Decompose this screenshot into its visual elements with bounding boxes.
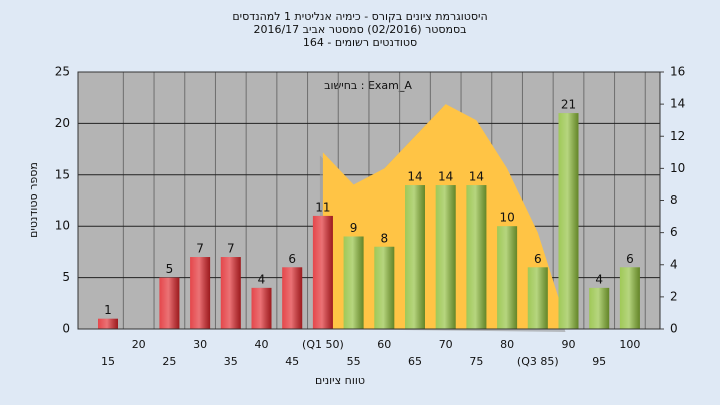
value-label: 5 [166, 262, 174, 276]
bar-shine [619, 267, 640, 329]
annotation: בחישוב : Exam_A [324, 79, 412, 92]
x-tick-label: 100 [619, 338, 640, 351]
chart-subtitle: בסמסטר (02/2016) סמסטר אביב 2016/17 [253, 23, 466, 36]
value-label: 6 [288, 252, 296, 266]
x-tick-label: 95 [592, 355, 606, 368]
bar-shine [343, 236, 364, 329]
x-tick-label: 35 [224, 355, 238, 368]
value-label: 1 [104, 303, 112, 317]
value-label: 6 [534, 252, 542, 266]
y2-tick-label: 16 [670, 65, 685, 79]
value-label: 21 [561, 98, 576, 112]
bar-shine [159, 277, 180, 329]
value-label: 4 [595, 272, 603, 286]
x-tick-label: 75 [469, 355, 483, 368]
bar-shine [98, 318, 118, 329]
value-label: 8 [380, 231, 388, 245]
x-axis-label: טווח ציונים [315, 374, 365, 387]
y2-tick-label: 4 [670, 257, 678, 271]
y2-tick-label: 6 [670, 225, 678, 239]
y-tick-label: 10 [55, 219, 70, 233]
x-tick-label: 45 [285, 355, 299, 368]
bar-shine [312, 215, 333, 329]
chart-subtitle: סטודנטים רשומים - 164 [303, 36, 417, 49]
y2-tick-label: 12 [670, 129, 685, 143]
value-label: 6 [626, 252, 634, 266]
y2-tick-label: 2 [670, 289, 678, 303]
y-tick-label: 5 [62, 270, 70, 284]
bar-shine [220, 257, 241, 329]
x-tick-label: 70 [439, 338, 453, 351]
x-tick-label: 25 [162, 355, 176, 368]
value-label: 7 [227, 242, 235, 256]
bar-shine [527, 267, 548, 329]
y2-tick-label: 10 [670, 161, 685, 175]
plot-border [77, 71, 661, 330]
value-label: 7 [196, 242, 204, 256]
value-label: 4 [258, 272, 266, 286]
value-label: 14 [407, 170, 422, 184]
bar-shine [497, 226, 518, 329]
value-label: 14 [469, 170, 484, 184]
x-tick-label: 80 [500, 338, 514, 351]
bar-shine [589, 287, 610, 329]
x-tick-label: (Q3 85) [517, 355, 559, 368]
value-label: 10 [499, 211, 514, 225]
y-tick-label: 25 [55, 65, 70, 79]
y2-tick-label: 0 [670, 322, 678, 336]
x-tick-label: 40 [255, 338, 269, 351]
bar-shine [251, 287, 272, 329]
bar-shine [466, 185, 487, 329]
x-tick-label: 55 [347, 355, 361, 368]
y2-tick-label: 14 [670, 97, 685, 111]
value-label: 9 [350, 221, 358, 235]
value-label: 14 [438, 170, 453, 184]
y2-tick-label: 8 [670, 193, 678, 207]
y-tick-label: 20 [55, 116, 70, 130]
chart-title: היסטוגרמת ציונים בקורס - כימיה אנליטית 1… [232, 10, 487, 23]
x-tick-label: 65 [408, 355, 422, 368]
x-tick-label: 15 [101, 355, 115, 368]
bar-shine [405, 185, 425, 329]
y-axis-label: מספר סטודנטים [27, 162, 40, 238]
x-tick-label: (Q1 50) [302, 338, 344, 351]
x-tick-label: 60 [377, 338, 391, 351]
bar-shine [374, 246, 395, 329]
y-tick-label: 0 [62, 322, 70, 336]
bar-shine [282, 267, 303, 329]
bar-shine [558, 113, 579, 330]
x-tick-label: 20 [132, 338, 146, 351]
x-tick-label: 90 [562, 338, 576, 351]
x-tick-label: 30 [193, 338, 207, 351]
y-tick-label: 15 [55, 167, 70, 181]
bar-shine [435, 185, 456, 329]
value-label: 11 [315, 200, 330, 214]
bar-shine [190, 257, 211, 329]
